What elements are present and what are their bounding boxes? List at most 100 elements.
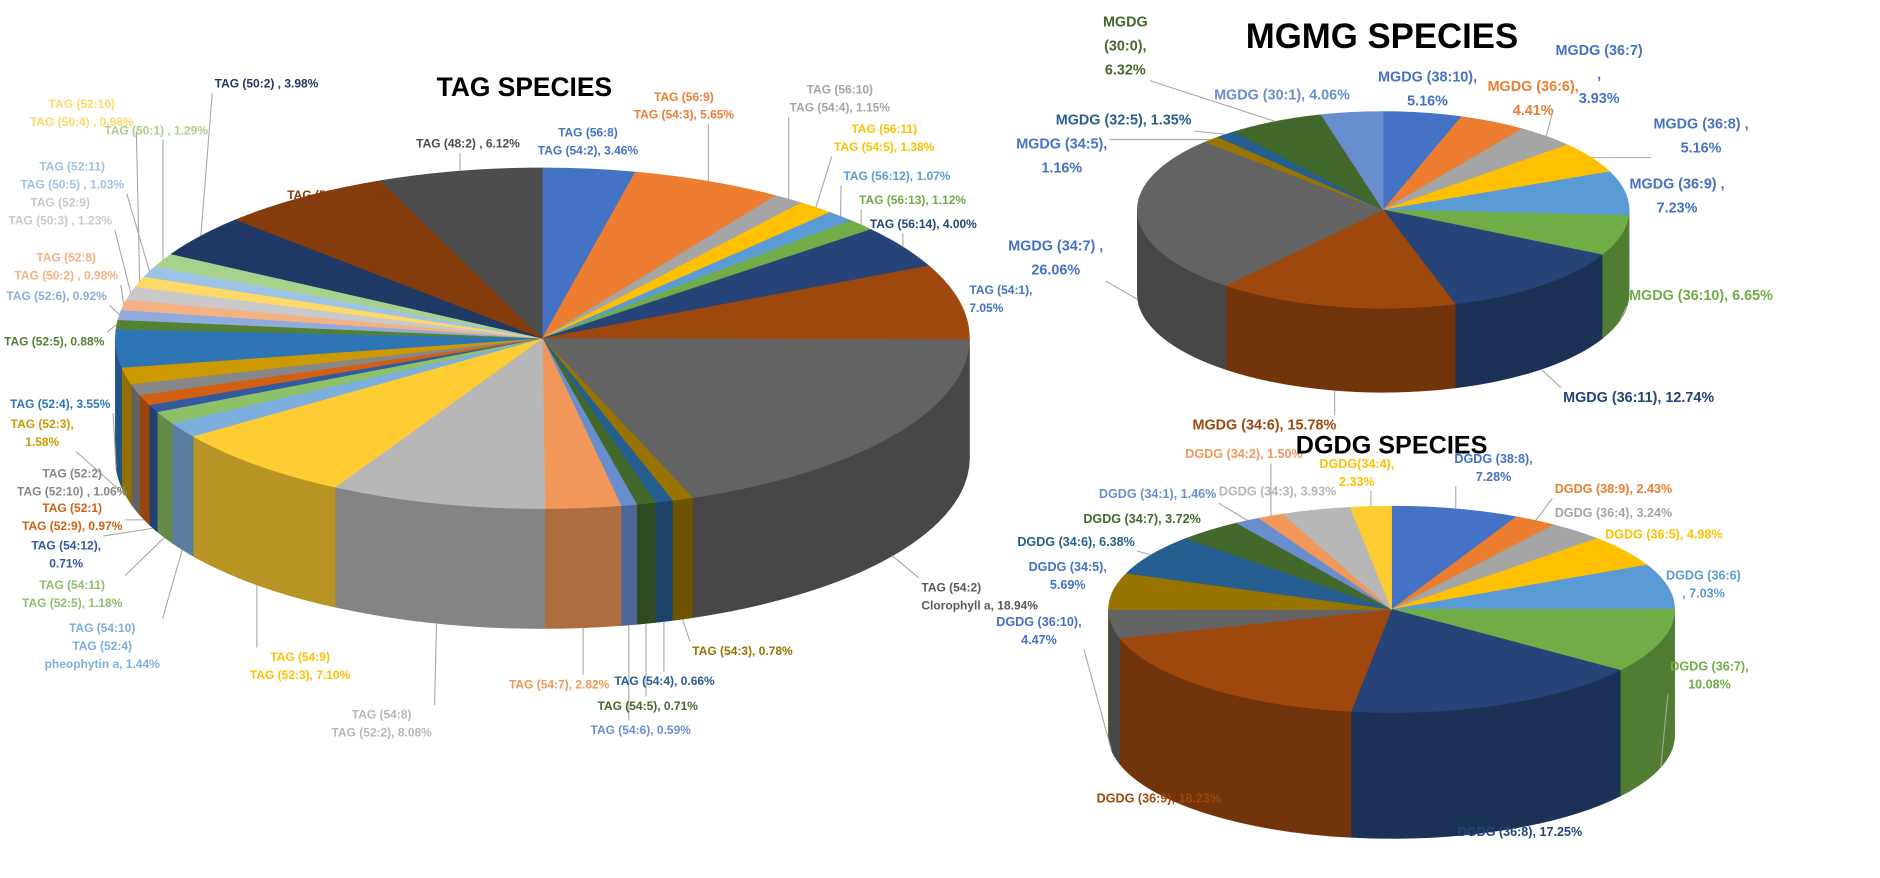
pie-slice — [1350, 608, 1622, 713]
leader-line — [75, 451, 127, 497]
data-label: DGDG (36:7), 10.08% — [1670, 659, 1748, 691]
data-label-line: TAG (52:1) — [42, 501, 102, 515]
data-label-line: 4.41% — [1513, 103, 1554, 119]
data-label-line: TAG (54:6), 0.59% — [591, 723, 692, 737]
data-label: DGDG (34:6), 6.38% — [1017, 535, 1134, 549]
data-label-line: MGDG (36:9) , — [1630, 176, 1725, 192]
data-label: MGDG (36:10), 6.65% — [1629, 288, 1773, 304]
data-label: TAG (54:11) TAG (52:5), 1.18% — [22, 578, 123, 610]
data-label-line: TAG (54:12), — [31, 538, 101, 552]
data-label: DGDG (36:4), 3.24% — [1555, 506, 1672, 520]
leader-lines — [75, 92, 920, 721]
data-label-line: TAG (54:5), 1.38% — [834, 140, 935, 154]
pie-slice-side — [655, 500, 673, 623]
leader-lines — [1083, 463, 1669, 768]
data-label-line: , 7.03% — [1682, 586, 1725, 600]
data-label-line: 5.16% — [1681, 140, 1722, 156]
leader-line — [1545, 109, 1554, 137]
pie-slice-side — [156, 411, 173, 544]
data-label: DGDG (38:9), 2.43% — [1555, 482, 1672, 496]
leader-line — [112, 413, 117, 469]
data-label-line: TAG (48:2) , 6.12% — [416, 137, 520, 151]
data-label: TAG (54:9) TAG (52:3), 7.10% — [250, 650, 351, 682]
data-label: MGDG (30:1), 4.06% — [1214, 88, 1350, 104]
data-label-line: DGDG (36:9), 18.23% — [1097, 791, 1221, 805]
data-label: TAG (56:12), 1.07% — [843, 169, 950, 183]
pie-slice — [1383, 171, 1630, 216]
data-label-line: TAG (54:7), 2.82% — [509, 677, 610, 691]
data-label: TAG (52:6), 0.92% — [6, 289, 107, 303]
data-label: MGDG (34:5), 1.16% — [1016, 137, 1107, 177]
leader-line — [815, 156, 833, 208]
data-label-line: TAG (50:11) , 6.49% — [287, 188, 397, 202]
pie-tops — [1137, 111, 1630, 309]
leader-lines — [1105, 80, 1652, 416]
data-label: TAG (52:10) TAG (50:4) , 0.98% — [30, 97, 134, 129]
data-label-line: MGDG (34:5), — [1016, 137, 1107, 153]
data-label: TAG (56:11) TAG (54:5), 1.38% — [834, 122, 935, 154]
data-label-line: 10.08% — [1688, 677, 1731, 691]
pie-slice — [1382, 209, 1603, 305]
data-label-line: 1.58% — [25, 435, 59, 449]
data-label: DGDG (34:1), 1.46% — [1099, 487, 1216, 501]
leader-line — [1083, 649, 1112, 750]
leader-line — [1149, 80, 1276, 123]
data-label-line: TAG (52:4), 3.55% — [10, 397, 111, 411]
pie-slice-side — [620, 504, 637, 626]
pie-slice-side — [149, 404, 158, 533]
data-label-line: DGDG (36:4), 3.24% — [1555, 506, 1672, 520]
data-label-line: TAG (56:9) — [654, 90, 714, 104]
data-label: MGDG (34:7) , 26.06% — [1008, 239, 1103, 279]
data-label-line: DGDG (36:6) — [1666, 568, 1741, 582]
data-label-line: MGDG (36:10), 6.65% — [1629, 288, 1773, 304]
pie-slice — [334, 337, 546, 509]
leader-line — [1535, 498, 1553, 521]
data-label: TAG (48:2) , 6.12% — [416, 137, 520, 151]
data-label-line: TAG (52:2), 8.08% — [331, 725, 432, 739]
data-label-line: 1.16% — [1041, 161, 1082, 177]
tag-species-chart: TAG (56:8) TAG (54:2), 3.46%TAG (56:9) TAG… — [4, 72, 1038, 740]
leader-line — [1105, 280, 1138, 301]
data-label-line: MGDG (36:11), 12.74% — [1563, 390, 1714, 406]
data-label-line: 2.33% — [1339, 475, 1375, 489]
pie-tops — [115, 167, 970, 509]
leader-line — [1218, 502, 1248, 521]
leader-line — [434, 623, 438, 706]
data-label: TAG (50:1) , 1.29% — [104, 123, 208, 137]
data-label-line: TAG (50:1) , 1.29% — [104, 123, 208, 137]
data-label: TAG (54:5), 0.71% — [598, 699, 699, 713]
pie-slice — [192, 337, 543, 488]
data-label-line: TAG (54:3), 0.78% — [692, 644, 793, 658]
pie-sides — [1137, 209, 1630, 393]
pie-slice — [235, 180, 543, 339]
pie-slice-side — [130, 383, 141, 516]
data-label: DGDG (34:2), 1.50% — [1185, 447, 1302, 461]
data-label-line: DGDG (34:5), — [1029, 560, 1107, 574]
data-label-line: TAG (54:2), 3.46% — [538, 144, 639, 158]
data-label-line: pheophytin a, 1.44% — [45, 657, 161, 671]
data-label-line: TAG (54:4), 0.66% — [614, 674, 715, 688]
data-label-line: TAG (54:9) — [270, 650, 330, 664]
data-label: DGDG (36:5), 4.98% — [1605, 528, 1722, 542]
pie-slice-side — [139, 394, 150, 526]
data-label-line: 7.28% — [1476, 470, 1512, 484]
data-label-line: TAG (50:2) , 0.98% — [14, 268, 118, 282]
pie-slice — [541, 337, 970, 499]
data-label-line: MGDG (36:6), — [1488, 79, 1579, 95]
data-label: MGDG (36:6), 4.41% — [1488, 79, 1579, 119]
data-label: MGDG (38:10), 5.16% — [1378, 70, 1477, 110]
pie-slice — [542, 265, 970, 341]
data-labels: DGDG (38:8), 7.28% DGDG (38:9), 2.43% DGDG … — [996, 447, 1748, 839]
data-label-line: TAG (54:1), — [969, 283, 1032, 297]
data-label-line: TAG (52:6), 0.92% — [6, 289, 107, 303]
data-label-line: TAG (52:9), 0.97% — [22, 519, 123, 533]
pie-sides — [115, 338, 970, 629]
data-label: TAG (56:10) TAG (54:4), 1.15% — [790, 83, 891, 115]
data-label: TAG (50:11) , 6.49% — [287, 188, 397, 202]
pie-slice — [541, 171, 777, 340]
leader-line — [135, 131, 141, 282]
data-label: DGDG(34:4), 2.33% — [1319, 457, 1394, 489]
data-label-line: MGDG — [1103, 14, 1148, 30]
data-label: TAG (54:3), 0.78% — [692, 644, 793, 658]
data-label-line: TAG (52:8) — [36, 250, 96, 264]
